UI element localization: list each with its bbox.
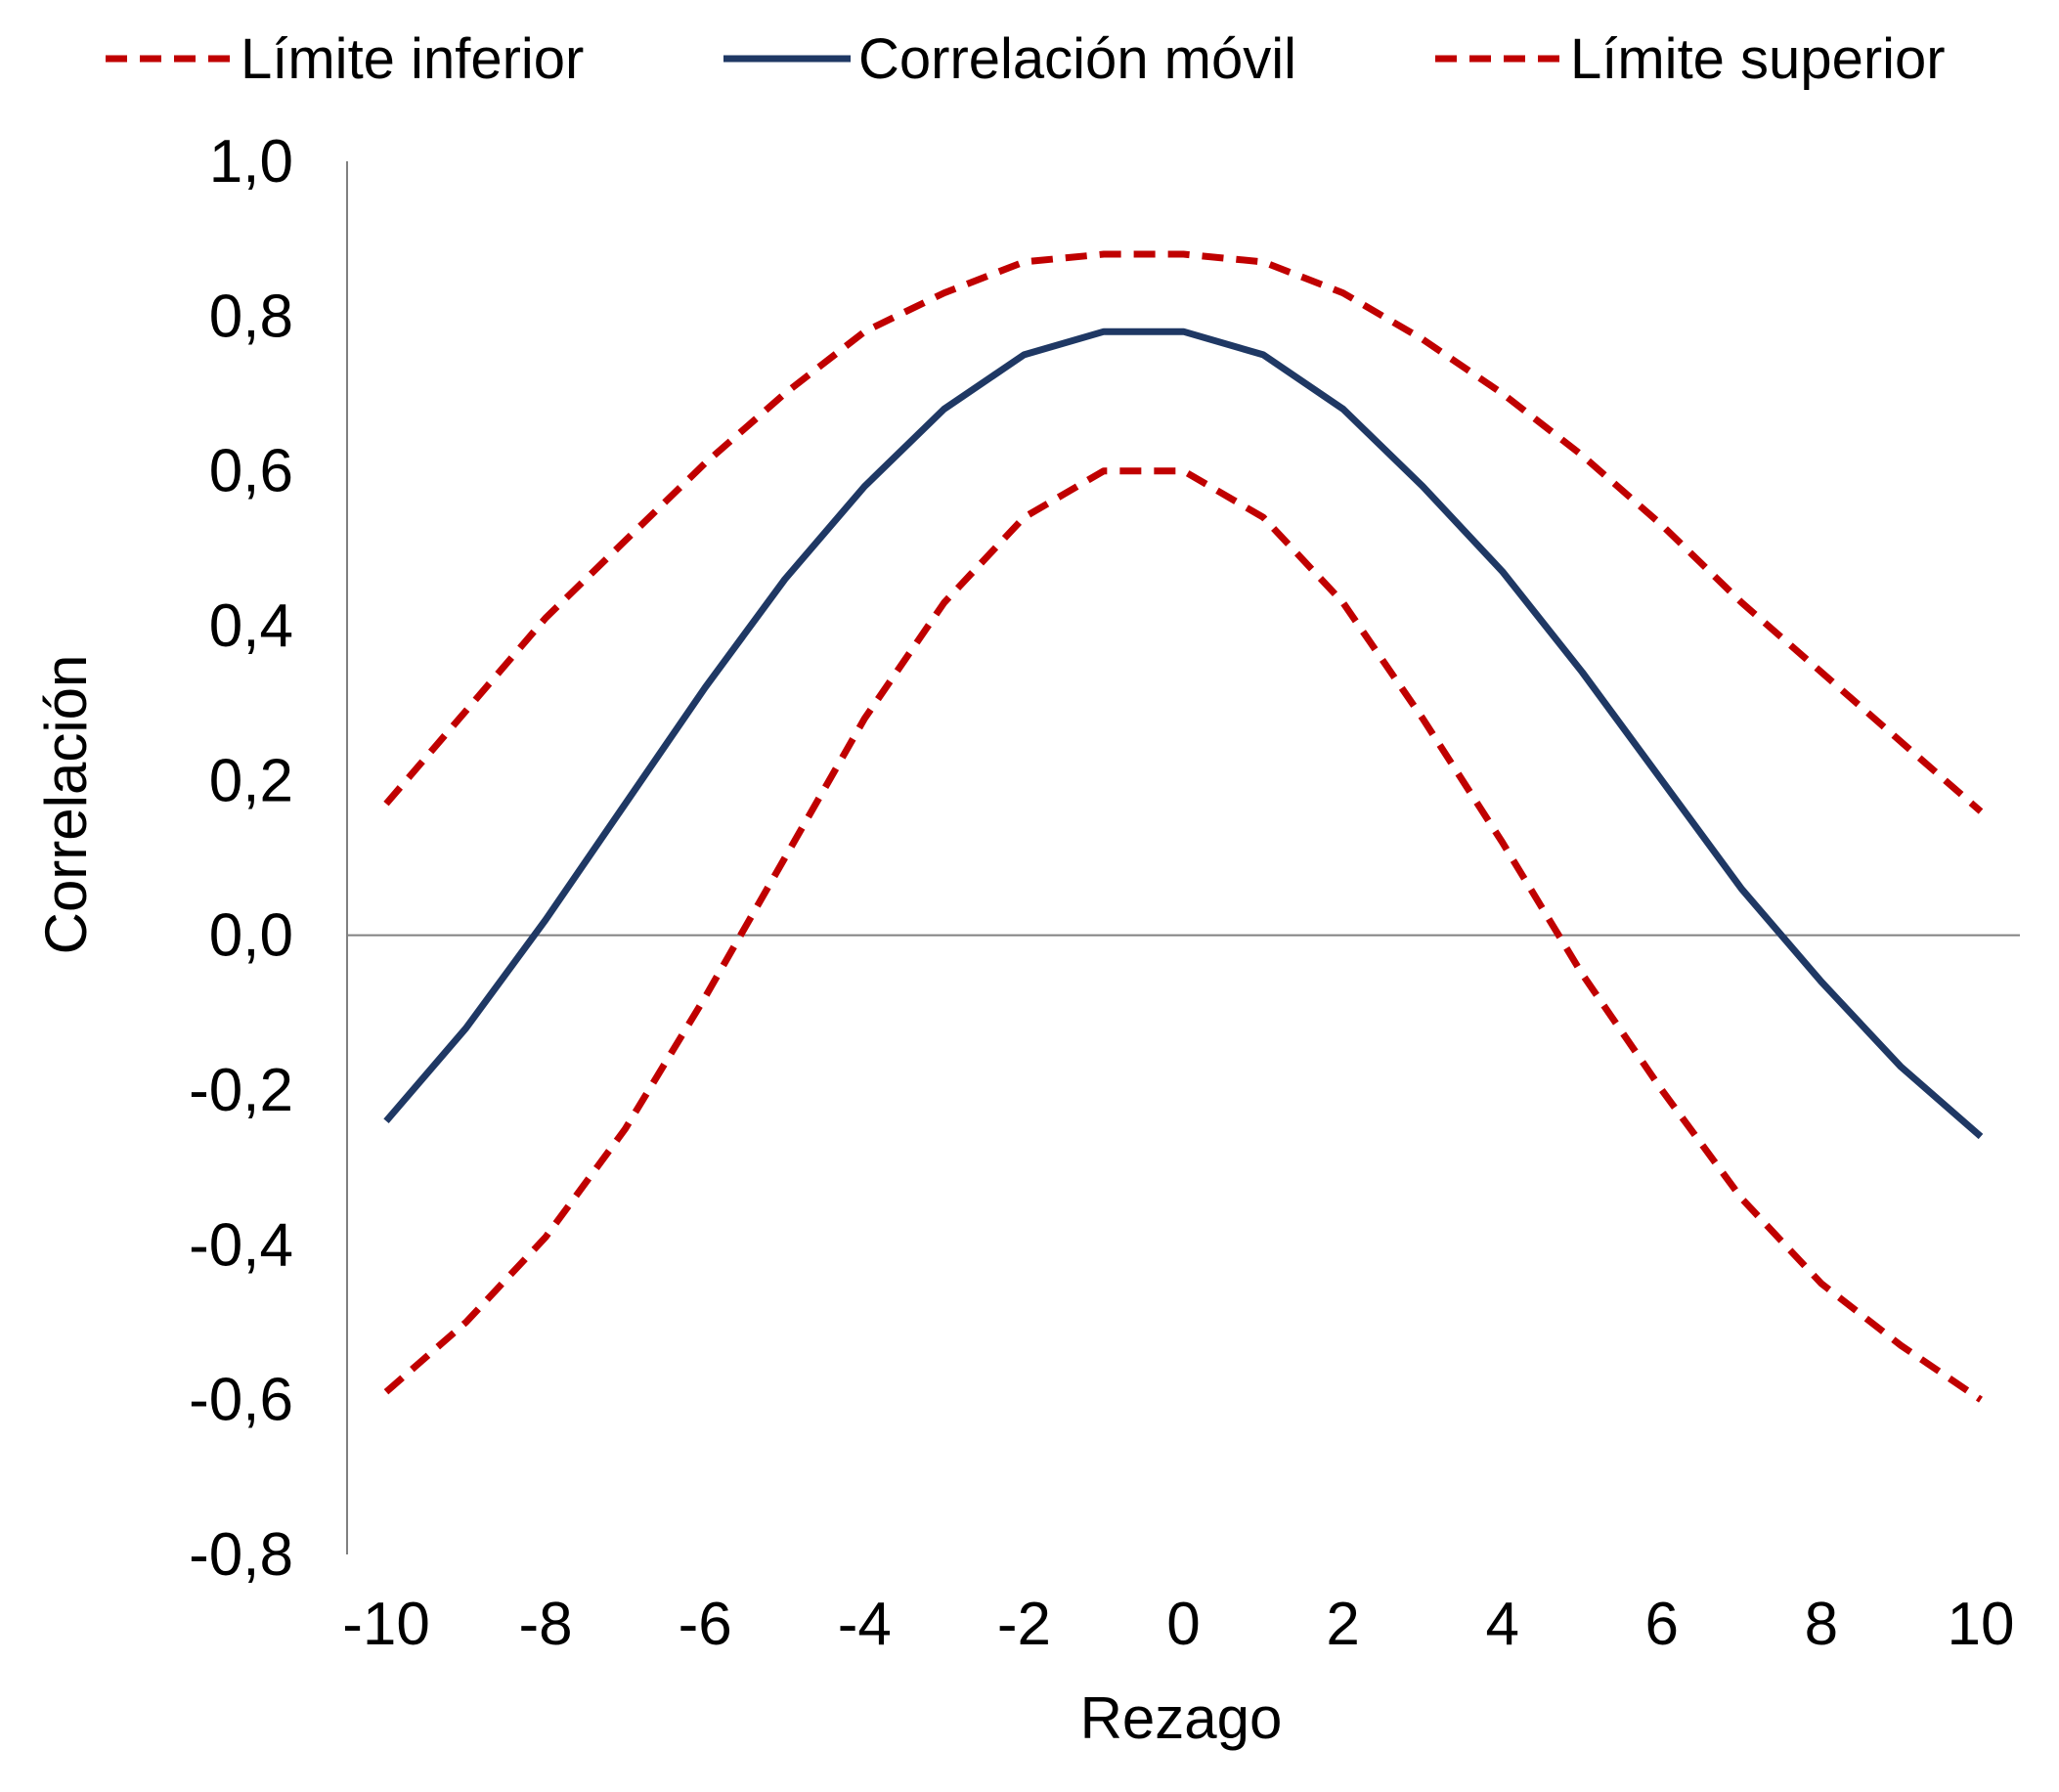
y-tick-label: -0,2: [189, 1057, 293, 1124]
legend-label: Límite inferior: [241, 27, 584, 91]
y-axis-title: Correlación: [33, 655, 99, 955]
y-tick-label: 0,2: [209, 747, 293, 814]
x-tick-label: 4: [1485, 1591, 1518, 1658]
y-tick-label: -0,4: [189, 1211, 293, 1279]
y-tick-label: 0,8: [209, 283, 293, 350]
x-tick-label: 8: [1805, 1591, 1838, 1658]
series-lines: [383, 250, 1984, 1403]
axes: [346, 161, 2020, 1554]
x-tick-label: -10: [342, 1591, 430, 1658]
x-tick-label: 0: [1166, 1591, 1200, 1658]
x-tick-label: -2: [997, 1591, 1051, 1658]
series-line-1: [383, 328, 1984, 1140]
legend: Límite inferior Correlación móvil Límite s…: [106, 27, 1946, 91]
x-tick-label: 2: [1326, 1591, 1359, 1658]
y-tick-label: 0,6: [209, 438, 293, 505]
x-tick-label: -8: [519, 1591, 573, 1658]
y-tick-label: 0,4: [209, 592, 293, 660]
legend-label: Correlación móvil: [858, 27, 1296, 91]
y-tick-labels: 1,0 0,8 0,6 0,4 0,2 0,0 -0,2 -0,4 -0,6 -0,8: [189, 128, 293, 1589]
y-tick-label: 0,0: [209, 902, 293, 970]
y-tick-label: -0,8: [189, 1521, 293, 1589]
y-tick-label: 1,0: [209, 128, 293, 196]
x-tick-label: -4: [838, 1591, 892, 1658]
x-tick-label: -6: [679, 1591, 732, 1658]
x-axis-title: Rezago: [1080, 1685, 1283, 1751]
y-tick-label: -0,6: [189, 1367, 293, 1434]
x-tick-label: 6: [1645, 1591, 1679, 1658]
series-line-2: [383, 250, 1984, 814]
legend-label: Límite superior: [1570, 27, 1946, 91]
x-tick-labels: -10 -8 -6 -4 -2 0 2 4 6 8 10: [342, 1591, 2014, 1658]
x-tick-label: 10: [1948, 1591, 2015, 1658]
series-line-0: [383, 467, 1983, 1403]
